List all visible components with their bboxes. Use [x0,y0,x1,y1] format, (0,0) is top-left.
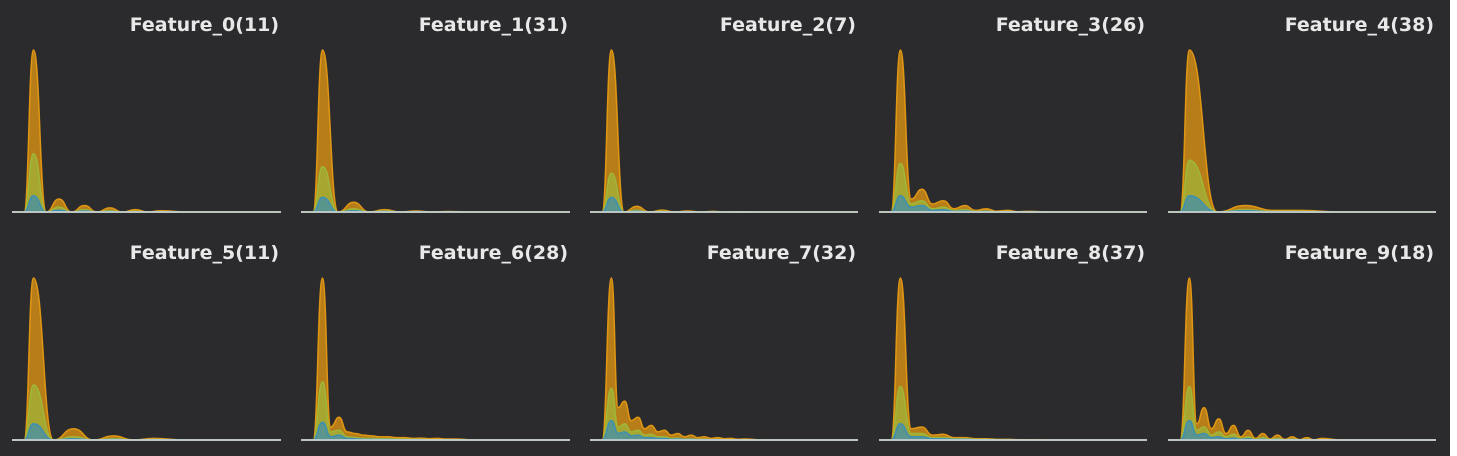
series-area-0 [12,277,281,441]
panel-title: Feature_6(28) [419,242,568,264]
panel-title: Feature_4(38) [1285,14,1434,36]
series-area-0 [879,49,1147,213]
panel-title: Feature_0(11) [130,14,279,36]
series-area-2 [301,196,570,213]
panel-title: Feature_8(37) [996,242,1145,264]
panel-title: Feature_2(7) [720,14,856,36]
series-area-0 [879,277,1147,441]
series-area-1 [12,384,281,441]
series-area-0 [590,277,858,441]
series-area-2 [12,423,281,441]
series-area-0 [1168,277,1436,441]
series-area-0 [1168,49,1436,213]
panel-title: Feature_1(31) [419,14,568,36]
panel-1: Feature_1(31) [301,14,570,213]
panel-title: Feature_3(26) [996,14,1145,36]
series-area-1 [301,165,570,213]
panel-0: Feature_0(11) [12,14,281,213]
panel-title: Feature_7(32) [707,242,856,264]
series-area-1 [879,162,1147,213]
panel-3: Feature_3(26) [879,14,1147,213]
panel-8: Feature_8(37) [879,242,1147,441]
series-area-0 [301,49,570,213]
series-area-1 [590,172,858,213]
panel-9: Feature_9(18) [1168,242,1436,441]
panel-7: Feature_7(32) [590,242,858,441]
panel-title: Feature_9(18) [1285,242,1434,264]
panel-6: Feature_6(28) [301,242,570,441]
panel-title: Feature_5(11) [130,242,279,264]
series-area-0 [590,49,858,213]
series-area-1 [301,380,570,441]
series-area-1 [590,387,858,441]
panel-4: Feature_4(38) [1168,14,1436,213]
series-area-0 [301,277,570,441]
series-area-1 [1168,385,1436,441]
panel-5: Feature_5(11) [12,242,281,441]
series-area-0 [12,49,281,213]
panel-2: Feature_2(7) [590,14,858,213]
series-area-1 [12,152,281,213]
